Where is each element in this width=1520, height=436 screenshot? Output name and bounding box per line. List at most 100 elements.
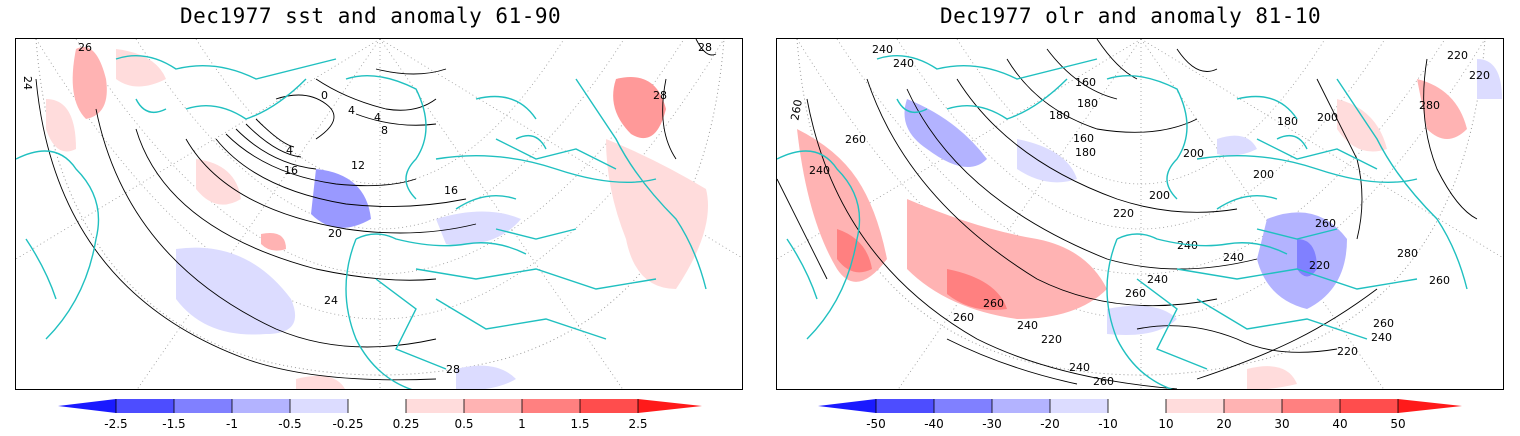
sst-colorbar-bin-4 [290, 399, 348, 413]
sst-colorbar-bin-9 [580, 399, 638, 413]
olr-label-27: 220 [1337, 345, 1358, 358]
olr-label-18: 240 [1223, 251, 1244, 264]
olr-label-20: 280 [1397, 247, 1418, 260]
olr-contour-labels: 240 160 180 180 160 180 200 220 260 280 … [788, 43, 1490, 388]
sst-label-28c: 28 [698, 41, 712, 54]
olr-tick-2: -30 [982, 417, 1002, 431]
sst-colorbar: -2.5 -1.5 -1 -0.5 -0.25 0.25 0.5 1 1.5 2… [58, 396, 702, 432]
sst-label-26: 26 [78, 41, 92, 54]
panel-title-sst: Dec1977 sst and anomaly 61-90 [180, 4, 562, 28]
olr-label-33: 260 [1093, 375, 1114, 388]
olr-colorbar-bin-3 [992, 399, 1050, 413]
sst-label-8: 8 [381, 124, 388, 137]
sst-hemisphere-edge [35, 39, 725, 376]
olr-tick-1: -40 [924, 417, 944, 431]
olr-label-4: 160 [1073, 132, 1094, 145]
olr-colorbar-bin-4 [1050, 399, 1108, 413]
sst-label-0: 0 [321, 89, 328, 102]
sst-coastlines [16, 54, 707, 389]
olr-colorbar: -50 -40 -30 -20 -10 10 20 30 40 50 [818, 396, 1462, 432]
sst-map-canvas: 0 4 4 4 8 12 16 16 20 24 24 28 28 26 28 [16, 39, 742, 389]
olr-label-10: 260 [788, 99, 804, 122]
olr-label-26: 240 [1371, 331, 1392, 344]
olr-colorbar-bin-5 [1108, 399, 1166, 413]
olr-label-17: 240 [1177, 239, 1198, 252]
olr-label-24: 220 [1309, 259, 1330, 272]
olr-label-1: 160 [1075, 76, 1096, 89]
olr-tick-5: 10 [1158, 417, 1173, 431]
olr-label-13: 200 [1253, 168, 1274, 181]
sst-colorbar-bin-7 [464, 399, 522, 413]
sst-tick-0: -2.5 [104, 417, 127, 431]
olr-label-22: 260 [1125, 287, 1146, 300]
sst-label-24a: 24 [21, 76, 34, 90]
olr-label-12: 200 [1317, 111, 1338, 124]
sst-colorbar-bin-5 [348, 399, 406, 413]
sst-tick-6: 0.5 [454, 417, 473, 431]
olr-label-32: 240 [1069, 361, 1090, 374]
olr-colorbar-bin-1 [876, 399, 934, 413]
sst-label-16a: 16 [284, 164, 298, 177]
olr-tick-4: -10 [1098, 417, 1118, 431]
olr-colorbar-bin-2 [934, 399, 992, 413]
sst-tick-2: -1 [226, 417, 238, 431]
olr-label-28: 220 [1041, 333, 1062, 346]
olr-label-16: 240 [809, 164, 830, 177]
sst-label-16b: 16 [444, 184, 458, 197]
olr-label-5: 180 [1075, 146, 1096, 159]
sst-tick-7: 1 [518, 417, 526, 431]
sst-tick-1: -1.5 [162, 417, 185, 431]
sst-label-28b: 28 [653, 89, 667, 102]
sst-label-4c: 4 [374, 111, 381, 124]
olr-colorbar-bin-9 [1340, 399, 1398, 413]
olr-map-canvas: 240 160 180 180 160 180 200 220 260 280 … [777, 39, 1503, 389]
sst-tick-4: -0.25 [332, 417, 363, 431]
sst-colorbar-bin-2 [174, 399, 232, 413]
olr-label-23: 240 [1147, 273, 1168, 286]
olr-tick-8: 40 [1332, 417, 1347, 431]
olr-colorbar-bin-7 [1224, 399, 1282, 413]
olr-label-21: 260 [1429, 274, 1450, 287]
sst-map: 0 4 4 4 8 12 16 16 20 24 24 28 28 26 28 [15, 38, 743, 390]
olr-label-8: 260 [845, 133, 866, 146]
olr-label-9: 280 [1419, 99, 1440, 112]
sst-tick-8: 1.5 [570, 417, 589, 431]
sst-label-24b: 24 [324, 294, 338, 307]
sst-colorbar-bin-6 [406, 399, 464, 413]
olr-label-29: 240 [1017, 319, 1038, 332]
olr-label-2: 180 [1049, 109, 1070, 122]
olr-colorbar-bin-8 [1282, 399, 1340, 413]
olr-tick-9: 50 [1390, 417, 1405, 431]
olr-label-3: 180 [1077, 97, 1098, 110]
sst-colorbar-bin-1 [116, 399, 174, 413]
sst-colorbar-bin-8 [522, 399, 580, 413]
sst-colorbar-lower-arrow [58, 399, 116, 413]
olr-label-19: 260 [1315, 217, 1336, 230]
olr-colorbar-lower-arrow [818, 399, 876, 413]
sst-graticule [16, 39, 742, 389]
olr-label-0: 240 [872, 43, 893, 56]
olr-tick-3: -20 [1040, 417, 1060, 431]
sst-contour-labels: 0 4 4 4 8 12 16 16 20 24 24 28 28 26 28 [21, 41, 712, 376]
olr-colorbar-bin-6 [1166, 399, 1224, 413]
sst-label-12: 12 [351, 159, 365, 172]
olr-label-31: 260 [953, 311, 974, 324]
panel-title-olr: Dec1977 olr and anomaly 81-10 [940, 4, 1322, 28]
olr-label-7: 220 [1113, 207, 1134, 220]
olr-label-6: 200 [1183, 147, 1204, 160]
olr-label-35: 200 [1149, 189, 1170, 202]
sst-anomaly-shading [46, 47, 708, 389]
sst-label-4b: 4 [348, 104, 355, 117]
sst-colorbar-bin-3 [232, 399, 290, 413]
olr-label-15: 220 [1469, 69, 1490, 82]
sst-label-28a: 28 [446, 363, 460, 376]
olr-label-30: 260 [983, 297, 1004, 310]
sst-label-20: 20 [328, 227, 342, 240]
olr-label-34: 220 [1447, 49, 1468, 62]
sst-tick-3: -0.5 [278, 417, 301, 431]
sst-contours [35, 39, 717, 381]
olr-tick-6: 20 [1216, 417, 1231, 431]
olr-tick-7: 30 [1274, 417, 1289, 431]
sst-tick-9: 2.5 [628, 417, 647, 431]
sst-colorbar-upper-arrow [638, 399, 702, 413]
